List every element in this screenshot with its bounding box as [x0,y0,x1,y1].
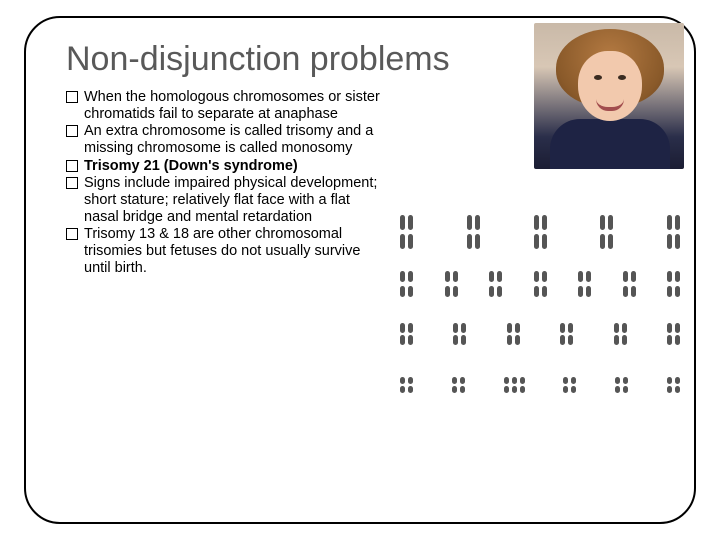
bullet-list: When the homologous chromosomes or siste… [66,89,386,277]
slide: Non-disjunction problems When the homolo… [0,0,720,540]
chromosome [504,377,509,393]
chromosome-pair [400,271,413,297]
chromosome [475,215,480,249]
chromosome [568,323,573,345]
chromosome [452,377,457,393]
chromosome-pair [615,377,628,393]
chromosome-pair [623,271,636,297]
chromosome [497,271,502,297]
chromosome-pair [614,323,627,345]
content-row: When the homologous chromosomes or siste… [66,89,666,277]
chromosome [400,323,405,345]
slide-frame: Non-disjunction problems When the homolo… [24,16,696,524]
bullet-text: Trisomy 13 & 18 are other chromosomal tr… [84,226,360,275]
bullet-text: An extra chromosome is called trisomy an… [84,123,373,156]
karyotype-row [400,307,680,345]
photo-shirt [550,119,670,169]
chromosome-pair [467,215,480,249]
chromosome [586,271,591,297]
chromosome [400,215,405,249]
chromosome-pair [507,323,520,345]
chromosome-pair [578,271,591,297]
chromosome [489,271,494,297]
chromosome-pair [453,323,466,345]
chromosome-pair [667,377,680,393]
chromosome-pair [534,215,547,249]
bullet-text: When the homologous chromosomes or siste… [84,89,380,122]
chromosome [667,377,672,393]
chromosome [400,271,405,297]
chromosome [467,215,472,249]
chromosome [534,215,539,249]
chromosome [623,271,628,297]
chromosome-pair [504,377,525,393]
bullet-text: Trisomy 21 (Down's syndrome) [84,158,298,174]
chromosome-pair [560,323,573,345]
chromosome-pair [563,377,576,393]
child-photo [534,23,684,169]
karyotype-row [400,355,680,393]
chromosome [560,323,565,345]
chromosome [675,215,680,249]
chromosome [667,271,672,297]
chromosome-pair [400,323,413,345]
chromosome [615,377,620,393]
karyotype-row [400,259,680,297]
chromosome [675,323,680,345]
chromosome [542,271,547,297]
bullet-item: Trisomy 13 & 18 are other chromosomal tr… [66,226,386,276]
chromosome [512,377,517,393]
chromosome-pair [534,271,547,297]
chromosome [667,323,672,345]
chromosome [461,323,466,345]
chromosome [542,215,547,249]
chromosome [520,377,525,393]
bullet-text: Signs include impaired physical developm… [84,175,377,224]
chromosome [614,323,619,345]
photo-eye-right [618,75,626,80]
chromosome [408,271,413,297]
chromosome [675,271,680,297]
bullet-item: Trisomy 21 (Down's syndrome) [66,158,386,175]
chromosome-pair [600,215,613,249]
chromosome [445,271,450,297]
chromosome [631,271,636,297]
chromosome [408,215,413,249]
chromosome-pair [445,271,458,297]
karyotype-row [400,211,680,249]
chromosome [460,377,465,393]
chromosome-pair [489,271,502,297]
chromosome [515,323,520,345]
chromosome [600,215,605,249]
chromosome [578,271,583,297]
chromosome [453,323,458,345]
chromosome [623,377,628,393]
chromosome [534,271,539,297]
chromosome-pair [400,215,413,249]
bullet-item: An extra chromosome is called trisomy an… [66,123,386,156]
chromosome-pair [667,323,680,345]
karyotype-diagram [396,203,684,393]
chromosome-pair [667,215,680,249]
chromosome-pair [667,271,680,297]
right-column [402,89,666,277]
chromosome [453,271,458,297]
chromosome [507,323,512,345]
photo-eye-left [594,75,602,80]
chromosome [408,377,413,393]
chromosome [667,215,672,249]
bullet-item: When the homologous chromosomes or siste… [66,89,386,122]
bullet-item: Signs include impaired physical developm… [66,175,386,225]
chromosome [400,377,405,393]
chromosome [571,377,576,393]
chromosome [408,323,413,345]
chromosome [563,377,568,393]
chromosome-pair [400,377,413,393]
chromosome [608,215,613,249]
chromosome [675,377,680,393]
chromosome-pair [452,377,465,393]
chromosome [622,323,627,345]
